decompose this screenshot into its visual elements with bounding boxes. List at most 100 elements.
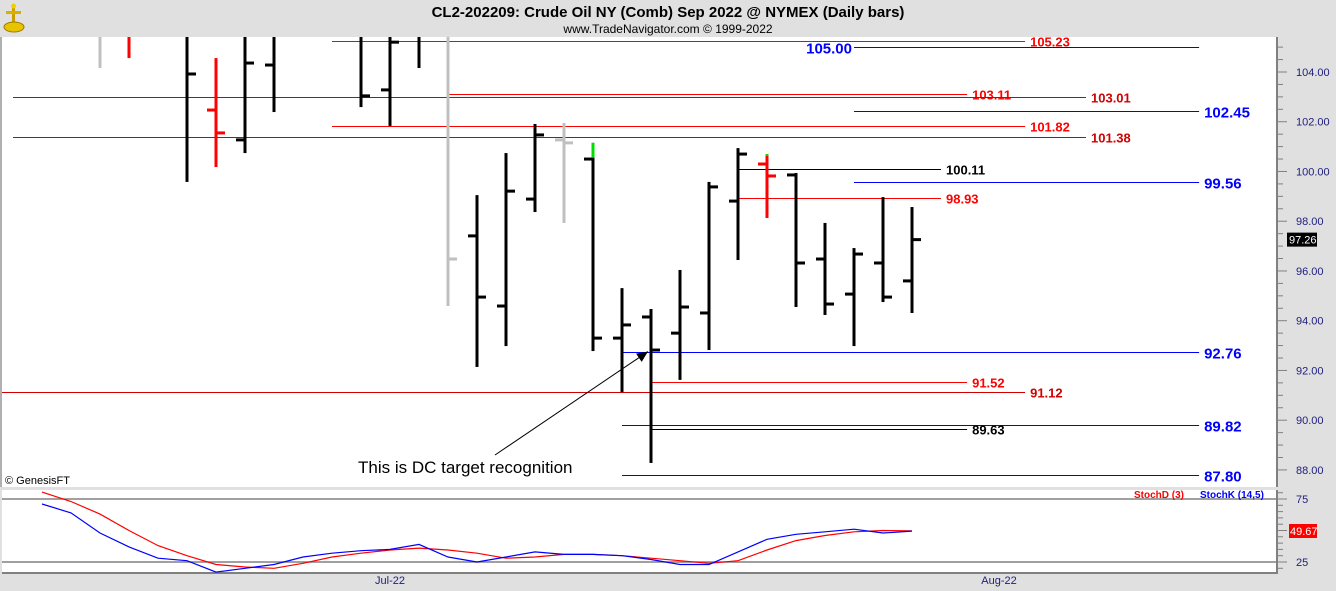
bar-range	[243, 37, 247, 154]
level-label: 99.56	[1204, 176, 1242, 193]
price-axis-label: 94.00	[1296, 316, 1324, 328]
level-label: 89.63	[972, 423, 1005, 438]
ohlc-bar	[265, 37, 276, 113]
bar-range	[649, 309, 653, 463]
bar-open-tick	[903, 279, 911, 283]
bar-range	[533, 123, 537, 213]
annotation: This is DC target recognition	[358, 351, 649, 477]
bar-range	[272, 37, 276, 113]
bar-close-tick	[565, 141, 573, 145]
ohlc-bar	[903, 207, 921, 313]
bar-range	[736, 148, 740, 261]
bar-close-tick	[507, 189, 515, 193]
bar-range	[852, 248, 856, 347]
bar-close-tick	[768, 174, 776, 178]
bar-close-tick	[362, 94, 370, 98]
ohlc-bar	[417, 37, 421, 69]
price-axis-label: 92.00	[1296, 365, 1324, 377]
bar-open-tick	[613, 336, 621, 340]
bar-range	[620, 288, 624, 393]
bar-open-tick	[700, 311, 708, 315]
bar-range	[678, 269, 682, 380]
price-axis-label: 98.00	[1296, 216, 1324, 228]
ohlc-bar	[729, 148, 747, 261]
stoch-axis-label: 25	[1296, 557, 1308, 569]
bar-close-tick	[449, 257, 457, 261]
ohlc-bar	[787, 172, 805, 308]
bar-range	[591, 142, 595, 352]
level-label: 91.52	[972, 376, 1005, 391]
ohlc-bar	[497, 153, 515, 347]
bar-close-tick	[246, 61, 254, 65]
price-bars	[98, 37, 921, 463]
ohlc-bar	[236, 37, 254, 154]
ohlc-bar	[98, 37, 102, 69]
bar-open-tick	[381, 88, 389, 92]
level-label: 105.23	[1030, 35, 1070, 50]
logo-icon	[3, 3, 25, 33]
bar-close-tick	[884, 295, 892, 299]
ohlc-bar	[584, 142, 602, 352]
ohlc-bar	[381, 37, 399, 126]
bar-range	[881, 197, 885, 303]
bar-open-tick	[874, 261, 882, 265]
bar-range	[359, 37, 363, 108]
ohlc-bar	[446, 37, 457, 307]
bar-range	[417, 37, 421, 69]
stoch-last-value-badge: 49.67	[1289, 524, 1318, 538]
level-label: 101.82	[1030, 120, 1070, 135]
price-axis-label: 88.00	[1296, 465, 1324, 477]
bar-open-tick	[526, 197, 534, 201]
bar-open-tick	[816, 257, 824, 261]
level-label: 98.93	[946, 192, 979, 207]
stochastic-panel[interactable]	[2, 490, 1276, 573]
bar-open-tick	[787, 173, 795, 177]
price-axis-label: 90.00	[1296, 415, 1324, 427]
bar-close-tick	[217, 131, 225, 135]
time-axis-label: Jul-22	[375, 575, 405, 587]
bar-open-tick	[758, 162, 766, 166]
last-price-badge: 97.26	[1287, 232, 1317, 247]
bar-open-tick	[236, 138, 244, 142]
annotation-arrowhead-icon	[636, 351, 648, 362]
legend-stoch-d: StochD (3)	[1134, 490, 1184, 501]
price-axis: 88.00 90.00 92.00 94.00 96.00 98.00 100.00 102.…	[1277, 46, 1330, 477]
price-axis-label: 102.00	[1296, 117, 1330, 129]
ohlc-bar	[526, 123, 544, 213]
bar-range	[910, 207, 914, 313]
bar-close-tick	[826, 302, 834, 306]
ohlc-bar	[555, 122, 573, 223]
bar-close-tick	[797, 261, 805, 265]
annotation-arrow-line	[494, 351, 649, 456]
bar-close-tick	[391, 40, 399, 44]
chart-subtitle: www.TradeNavigator.com © 1999-2022	[562, 22, 772, 36]
bar-range	[185, 37, 189, 182]
stochastic-lines	[2, 491, 1276, 573]
bar-range	[707, 181, 711, 351]
chart-title: CL2-202209: Crude Oil NY (Comb) Sep 2022…	[432, 4, 905, 21]
level-label: 92.76	[1204, 346, 1242, 363]
ohlc-bar	[816, 222, 834, 315]
ohlc-bar	[185, 37, 196, 182]
annotation-text: This is DC target recognition	[358, 458, 572, 477]
bar-open-tick	[555, 138, 563, 142]
bar-open-tick	[845, 292, 853, 296]
bar-open-tick	[729, 199, 737, 203]
ohlc-bar	[359, 37, 370, 108]
price-axis-label: 104.00	[1296, 67, 1330, 79]
level-label: 103.01	[1091, 91, 1131, 106]
bar-open-tick	[642, 315, 650, 319]
bar-range	[388, 37, 392, 126]
bar-close-tick	[652, 348, 660, 352]
level-label: 101.38	[1091, 131, 1131, 146]
bar-range	[823, 222, 827, 315]
copyright-label: © GenesisFT	[5, 475, 70, 487]
legend-stoch-k: StochK (14,5)	[1200, 490, 1264, 501]
bar-close-tick	[188, 72, 196, 76]
price-panel[interactable]	[2, 37, 1276, 487]
time-axis-label: Aug-22	[981, 575, 1016, 587]
ohlc-bar	[468, 195, 486, 367]
stoch-last-value: 49.67	[1290, 526, 1318, 538]
level-label: 87.80	[1204, 469, 1242, 486]
